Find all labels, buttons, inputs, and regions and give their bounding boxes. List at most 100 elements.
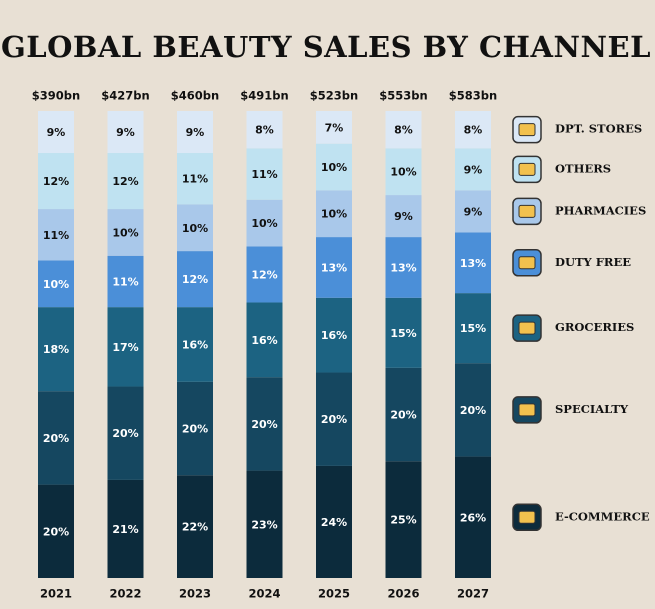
bar-segment [316,465,352,578]
legend-icon [512,155,542,184]
total-label: $583bn [449,89,497,103]
legend-label: GROCERIES [555,320,634,334]
bar-segment [38,111,74,154]
legend-icon-detail [518,204,536,218]
legend-icon [512,115,542,144]
legend-label: DUTY FREE [555,255,631,269]
value-label: 11% [251,168,277,181]
legend-label: PHARMACIES [555,203,646,217]
x-tick-label: 2021 [40,587,72,601]
bar-segment [177,251,213,308]
bar-segment [316,297,352,373]
value-label: 8% [464,124,483,137]
value-label: 23% [251,518,277,531]
bar-segment [385,148,422,196]
legend-icon-detail [518,321,536,335]
bar-segment [246,111,283,149]
bar-segment [246,246,283,303]
value-label: 20% [112,427,138,440]
value-label: 26% [460,511,486,524]
value-label: 13% [460,257,486,270]
bar-segment [316,111,352,144]
bar-segment [177,307,213,382]
bar-segment [177,475,213,578]
bar-segment [177,153,213,205]
bar-segment [316,237,352,298]
bar-segment [107,255,144,308]
bar-segment [107,479,144,578]
value-label: 20% [321,413,347,426]
value-label: 20% [390,409,416,422]
legend-icon-detail [518,123,536,137]
legend-icon-detail [518,403,536,417]
value-label: 11% [43,229,69,242]
bar-segment [107,386,144,480]
bar-segment [107,209,144,256]
value-label: 12% [43,175,69,188]
x-tick-label: 2027 [457,587,489,601]
value-label: 16% [182,339,208,352]
total-label: $390bn [32,89,80,103]
legend-icon [512,314,542,342]
legend-icon-detail [518,256,536,270]
value-label: 9% [47,126,66,139]
value-label: 12% [112,175,138,188]
bar-segment [455,232,491,294]
value-label: 9% [464,163,483,176]
value-label: 9% [186,126,205,139]
bar-segment [316,190,352,238]
bar-segment [177,204,213,252]
bar-segment [38,153,74,210]
value-label: 13% [321,261,347,274]
value-label: 20% [251,418,277,431]
bar-segment [385,237,422,298]
bar-segment [246,148,283,200]
value-label: 15% [460,322,486,335]
value-label: 24% [321,516,347,529]
bar-segment [38,307,74,392]
bar-segment [385,461,422,578]
bar-segment [177,111,213,154]
value-label: 16% [251,334,277,347]
bar-segment [107,111,144,154]
bar-segment [246,377,283,471]
value-label: 18% [43,343,69,356]
bar-segment [455,190,491,233]
bar-segment [455,456,491,578]
value-label: 7% [325,121,344,134]
legend-label: DPT. STORES [555,122,642,136]
value-label: 16% [321,329,347,342]
legend-icon [512,249,542,277]
legend-icon-detail [518,162,536,176]
legend-icon [512,197,542,226]
x-tick-label: 2022 [109,587,141,601]
legend-icon-detail [518,510,536,524]
value-label: 17% [112,341,138,354]
value-label: 10% [321,208,347,221]
legend-label: E-COMMERCE [555,509,650,523]
bar-segment [385,195,422,238]
value-label: 10% [321,161,347,174]
bar-segment [455,111,491,149]
legend-icon [512,396,542,424]
value-label: 9% [116,126,135,139]
bar-segment [107,153,144,210]
total-label: $491bn [240,89,288,103]
value-label: 10% [182,222,208,235]
value-label: 9% [464,205,483,218]
value-label: 10% [43,278,69,291]
bar-segment [107,307,144,387]
total-label: $523bn [310,89,358,103]
bar-segment [38,260,74,308]
bar-segment [246,199,283,247]
bar-segment [455,148,491,191]
value-label: 15% [390,327,416,340]
bar-segment [385,367,422,462]
legend-icon [512,503,542,532]
bar-segment [455,293,491,364]
value-label: 22% [182,521,208,534]
value-label: 20% [43,525,69,538]
legend-label: OTHERS [555,161,611,175]
x-tick-label: 2026 [387,587,419,601]
